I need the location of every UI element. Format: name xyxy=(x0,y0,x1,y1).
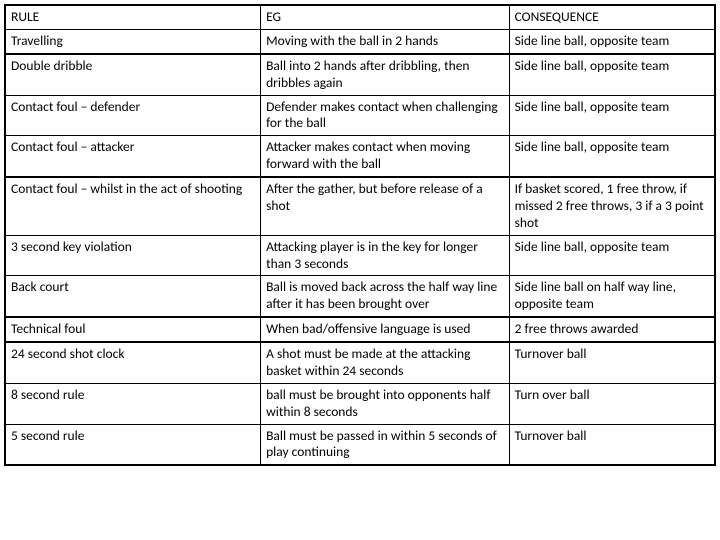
cell-eg: ball must be brought into opponents half… xyxy=(261,383,510,424)
table-row: Contact foul – attacker Attacker makes c… xyxy=(5,136,715,177)
table-row: Double dribble Ball into 2 hands after d… xyxy=(5,54,715,95)
cell-consequence: Side line ball, opposite team xyxy=(509,136,715,177)
cell-eg: Ball is moved back across the half way l… xyxy=(261,276,510,317)
cell-rule: Travelling xyxy=(5,29,261,53)
table-row: 5 second rule Ball must be passed in wit… xyxy=(5,424,715,465)
table-row: 3 second key violation Attacking player … xyxy=(5,235,715,276)
cell-consequence: Turnover ball xyxy=(509,424,715,465)
cell-rule: Back court xyxy=(5,276,261,317)
cell-rule: Contact foul – whilst in the act of shoo… xyxy=(5,177,261,235)
cell-consequence: Side line ball on half way line, opposit… xyxy=(509,276,715,317)
cell-rule: 5 second rule xyxy=(5,424,261,465)
cell-eg: When bad/offensive language is used xyxy=(261,317,510,342)
table-row: Back court Ball is moved back across the… xyxy=(5,276,715,317)
cell-eg: A shot must be made at the attacking bas… xyxy=(261,342,510,383)
table-row: 24 second shot clock A shot must be made… xyxy=(5,342,715,383)
cell-eg: After the gather, but before release of … xyxy=(261,177,510,235)
table-group: RULE EG CONSEQUENCE Travelling Moving wi… xyxy=(5,5,715,54)
cell-rule: 8 second rule xyxy=(5,383,261,424)
cell-consequence: Side line ball, opposite team xyxy=(509,235,715,276)
cell-eg: Ball into 2 hands after dribbling, then … xyxy=(261,54,510,95)
cell-rule: Contact foul – attacker xyxy=(5,136,261,177)
cell-consequence: Side line ball, opposite team xyxy=(509,95,715,136)
cell-consequence: 2 free throws awarded xyxy=(509,317,715,342)
table-row: Contact foul – whilst in the act of shoo… xyxy=(5,177,715,235)
cell-eg: Attacking player is in the key for longe… xyxy=(261,235,510,276)
table-row: Technical foul When bad/offensive langua… xyxy=(5,317,715,342)
table-row: 8 second rule ball must be brought into … xyxy=(5,383,715,424)
cell-consequence: Side line ball, opposite team xyxy=(509,29,715,53)
cell-rule: 24 second shot clock xyxy=(5,342,261,383)
table-group: Contact foul – whilst in the act of shoo… xyxy=(5,177,715,317)
cell-rule: Contact foul – defender xyxy=(5,95,261,136)
table-group: 24 second shot clock A shot must be made… xyxy=(5,342,715,465)
cell-consequence: Side line ball, opposite team xyxy=(509,54,715,95)
cell-consequence: Turnover ball xyxy=(509,342,715,383)
rules-table: RULE EG CONSEQUENCE Travelling Moving wi… xyxy=(4,4,716,466)
table-group: Double dribble Ball into 2 hands after d… xyxy=(5,54,715,177)
cell-consequence: Turn over ball xyxy=(509,383,715,424)
cell-eg: Defender makes contact when challenging … xyxy=(261,95,510,136)
cell-rule: Double dribble xyxy=(5,54,261,95)
cell-consequence: CONSEQUENCE xyxy=(509,5,715,29)
table-row: RULE EG CONSEQUENCE xyxy=(5,5,715,29)
table-group: Technical foul When bad/offensive langua… xyxy=(5,317,715,342)
cell-eg: Moving with the ball in 2 hands xyxy=(261,29,510,53)
cell-eg: Attacker makes contact when moving forwa… xyxy=(261,136,510,177)
cell-consequence: If basket scored, 1 free throw, if misse… xyxy=(509,177,715,235)
cell-rule: 3 second key violation xyxy=(5,235,261,276)
table-row: Contact foul – defender Defender makes c… xyxy=(5,95,715,136)
cell-rule: Technical foul xyxy=(5,317,261,342)
cell-rule: RULE xyxy=(5,5,261,29)
cell-eg: Ball must be passed in within 5 seconds … xyxy=(261,424,510,465)
cell-eg: EG xyxy=(261,5,510,29)
table-row: Travelling Moving with the ball in 2 han… xyxy=(5,29,715,53)
